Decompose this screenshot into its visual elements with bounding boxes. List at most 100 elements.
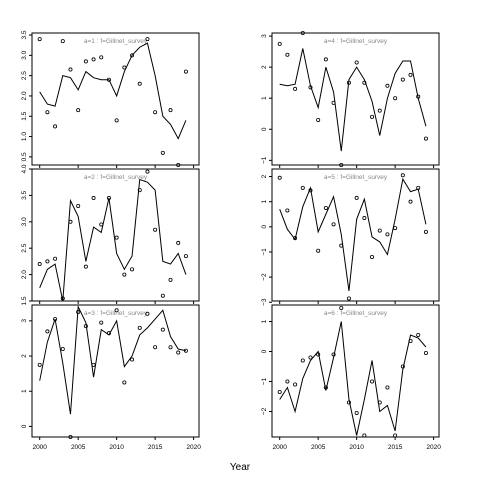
panel-frame bbox=[31, 304, 200, 438]
observed-point bbox=[114, 235, 119, 240]
observed-point bbox=[130, 53, 135, 58]
observed-point bbox=[37, 362, 42, 367]
observed-point bbox=[416, 94, 421, 99]
observed-point bbox=[331, 222, 336, 227]
observed-point bbox=[339, 243, 344, 248]
fitted-line bbox=[279, 177, 427, 292]
observed-point bbox=[331, 100, 336, 105]
observed-point bbox=[316, 352, 321, 357]
observed-point bbox=[99, 222, 104, 227]
observed-point bbox=[53, 256, 58, 261]
observed-point bbox=[37, 37, 42, 42]
observed-point bbox=[106, 196, 111, 201]
y-tick-label: 1 bbox=[261, 96, 268, 100]
y-tick-label: −2 bbox=[261, 273, 268, 281]
observed-point bbox=[122, 65, 127, 70]
observed-point bbox=[137, 188, 142, 193]
observed-point bbox=[354, 195, 359, 200]
fitted-line bbox=[279, 48, 427, 152]
observed-point bbox=[346, 400, 351, 405]
x-tick-label: 2000 bbox=[32, 444, 47, 451]
observed-point bbox=[323, 57, 328, 62]
observed-point bbox=[408, 199, 413, 204]
panel-frame bbox=[31, 168, 200, 302]
fitted-line bbox=[279, 321, 427, 436]
y-tick-label: −2 bbox=[261, 407, 268, 415]
observed-point bbox=[183, 348, 188, 353]
observed-point bbox=[377, 400, 382, 405]
observed-point bbox=[285, 52, 290, 57]
y-tick-label: 1.5 bbox=[21, 296, 28, 305]
observed-point bbox=[346, 296, 351, 301]
observed-point bbox=[76, 310, 81, 315]
observed-point bbox=[408, 72, 413, 77]
observed-point bbox=[408, 338, 413, 343]
panel-2: a=4 : f=Gillnet_survey −1 0 1 2 3 bbox=[261, 30, 440, 168]
panel-title: a=5 : f=Gillnet_survey bbox=[324, 174, 388, 181]
y-tick-label: 1 bbox=[261, 199, 268, 203]
observed-point bbox=[300, 185, 305, 190]
observed-point bbox=[83, 324, 88, 329]
observed-point bbox=[160, 150, 165, 155]
y-tick-label: 2.0 bbox=[21, 91, 28, 100]
observed-point bbox=[377, 228, 382, 233]
observed-point bbox=[76, 203, 81, 208]
fitted-line bbox=[39, 42, 187, 140]
observed-point bbox=[176, 240, 181, 245]
y-tick-label: 3.5 bbox=[21, 30, 28, 39]
panel-frame bbox=[271, 168, 440, 302]
observed-point bbox=[370, 254, 375, 259]
x-axis-label: Year bbox=[230, 462, 251, 473]
observed-point bbox=[416, 185, 421, 190]
y-tick-label: 0 bbox=[21, 424, 28, 428]
observed-point bbox=[91, 57, 96, 62]
x-tick-label: 2005 bbox=[311, 444, 326, 451]
panel-1: a=1 : f=Gillnet_survey 0.5 1.0 1.5 2.0 2.5 3.0… bbox=[21, 30, 200, 168]
x-tick-label: 2015 bbox=[148, 444, 163, 451]
observed-point bbox=[331, 352, 336, 357]
x-tick-label: 2020 bbox=[426, 444, 441, 451]
observed-point bbox=[308, 355, 313, 360]
observed-point bbox=[160, 327, 165, 332]
observed-point bbox=[400, 173, 405, 178]
x-tick-label: 2010 bbox=[349, 444, 364, 451]
observed-point bbox=[114, 308, 119, 313]
observed-point bbox=[416, 332, 421, 337]
observed-point bbox=[354, 60, 359, 65]
y-tick-label: 3.0 bbox=[21, 50, 28, 59]
observed-point bbox=[300, 30, 305, 35]
observed-point bbox=[130, 357, 135, 362]
observed-point bbox=[323, 205, 328, 210]
panel-3: a=2 : f=Gillnet_survey 1.5 2.0 2.5 3.0 3.5 4.0 bbox=[21, 164, 200, 306]
y-tick-label: 0 bbox=[261, 127, 268, 131]
observed-point bbox=[91, 196, 96, 201]
observed-point bbox=[176, 162, 181, 167]
y-tick-label: 2.0 bbox=[21, 270, 28, 279]
observed-point bbox=[145, 37, 150, 42]
y-tick-label: −3 bbox=[261, 298, 268, 306]
observed-point bbox=[122, 272, 127, 277]
panel-title: a=6 : f=Gillnet_survey bbox=[324, 310, 388, 317]
observed-point bbox=[83, 264, 88, 269]
observed-point bbox=[300, 358, 305, 363]
panel-title: a=3 : f=Gillnet_survey bbox=[84, 310, 148, 317]
panel-title: a=1 : f=Gillnet_survey bbox=[84, 38, 148, 45]
observed-point bbox=[323, 385, 328, 390]
observed-point bbox=[37, 262, 42, 267]
observed-point bbox=[377, 108, 382, 113]
observed-point bbox=[60, 39, 65, 44]
panel-6: a=6 : f=Gillnet_survey −2 −1 0 1 2000 2005 2010… bbox=[261, 304, 441, 451]
observed-point bbox=[362, 216, 367, 221]
observed-point bbox=[316, 248, 321, 253]
observed-point bbox=[153, 110, 158, 115]
y-tick-label: 2.5 bbox=[21, 243, 28, 252]
observed-point bbox=[106, 77, 111, 82]
y-tick-label: −1 bbox=[261, 377, 268, 385]
y-tick-label: 1 bbox=[21, 389, 28, 393]
observed-point bbox=[370, 379, 375, 384]
panel-frame bbox=[271, 32, 440, 166]
observed-point bbox=[45, 110, 50, 115]
observed-point bbox=[137, 325, 142, 330]
observed-point bbox=[168, 108, 173, 113]
observed-point bbox=[153, 345, 158, 350]
